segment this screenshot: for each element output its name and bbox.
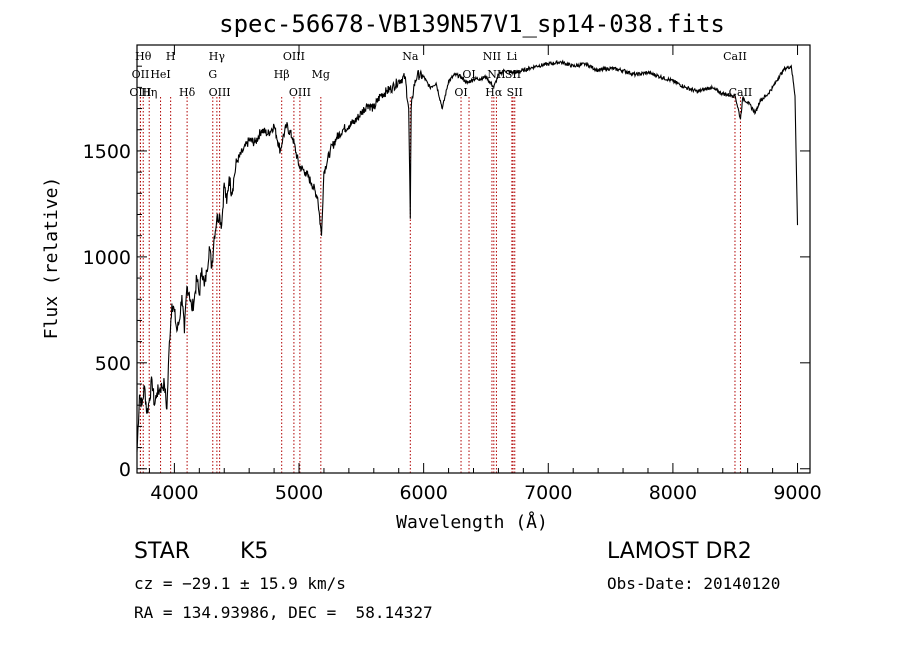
spectral-line-label: OI: [462, 68, 475, 81]
plot-frame: [136, 44, 811, 474]
y-axis-label: Flux (relative): [41, 177, 62, 340]
spectral-line-label: CaII: [723, 50, 747, 63]
x-tick-label: 4000: [150, 482, 198, 504]
spectral-line-label: Hγ: [209, 50, 226, 63]
spectral-line-label: SII: [507, 86, 523, 99]
spectral-line-label: OIII: [209, 86, 231, 99]
spectral-line-label: Hθ: [135, 50, 152, 63]
spectral-line-label: OI: [454, 86, 467, 99]
y-tick-label: 0: [119, 459, 131, 481]
spectrum-series-line: [136, 59, 799, 452]
object-class: STAR: [134, 539, 191, 564]
chart-title: spec-56678-VB139N57V1_sp14-038.fits: [219, 10, 725, 38]
spectral-line-label: G: [208, 68, 217, 81]
spectral-line-label: Hδ: [179, 86, 196, 99]
y-tick-label: 1000: [83, 247, 131, 269]
y-tick-label: 1500: [83, 141, 131, 163]
spectral-line-label: OIII: [289, 86, 311, 99]
spectral-line-label: OIII: [283, 50, 305, 63]
y-tick-label: 500: [95, 353, 131, 375]
coordinates-readout: RA = 134.93986, DEC = 58.14327: [134, 603, 433, 622]
x-tick-label: 6000: [399, 482, 447, 504]
survey-label: LAMOST DR2: [607, 539, 752, 564]
x-axis: 4000 5000 6000 7000 8000 9000: [148, 45, 822, 504]
spectral-line-label: Hβ: [274, 68, 290, 81]
spectral-line-label: Li: [506, 50, 517, 63]
spectral-line-label: Mg: [312, 68, 330, 81]
spectral-line-label: H: [166, 50, 176, 63]
y-axis: 0 500 1000 1500: [83, 65, 810, 481]
x-tick-label: 8000: [649, 482, 697, 504]
x-tick-label: 7000: [524, 482, 572, 504]
spectral-line-label: NII: [483, 50, 501, 63]
object-subclass: K5: [240, 539, 269, 564]
spectral-line-label: OIII: [129, 86, 151, 99]
x-axis-label: Wavelength (Å): [396, 511, 548, 533]
spectral-line-label: NII: [487, 68, 505, 81]
x-tick-label: 9000: [773, 482, 821, 504]
spectral-line-label: OII: [132, 68, 150, 81]
spectral-line-label: Na: [402, 50, 419, 63]
observation-date: Obs-Date: 20140120: [607, 574, 781, 593]
spectral-line-label: HeI: [150, 68, 170, 81]
spectral-line-label: Hη: [141, 86, 157, 99]
x-tick-label: 5000: [275, 482, 323, 504]
redshift-readout: cz = −29.1 ± 15.9 km/s: [134, 574, 346, 593]
spectral-line-label: Hα: [485, 86, 503, 99]
spectral-line-markers: HθOIIOIIIHηHeIHHδHγGOIIIHβOIIIOIIIMgNaOI…: [129, 50, 752, 473]
